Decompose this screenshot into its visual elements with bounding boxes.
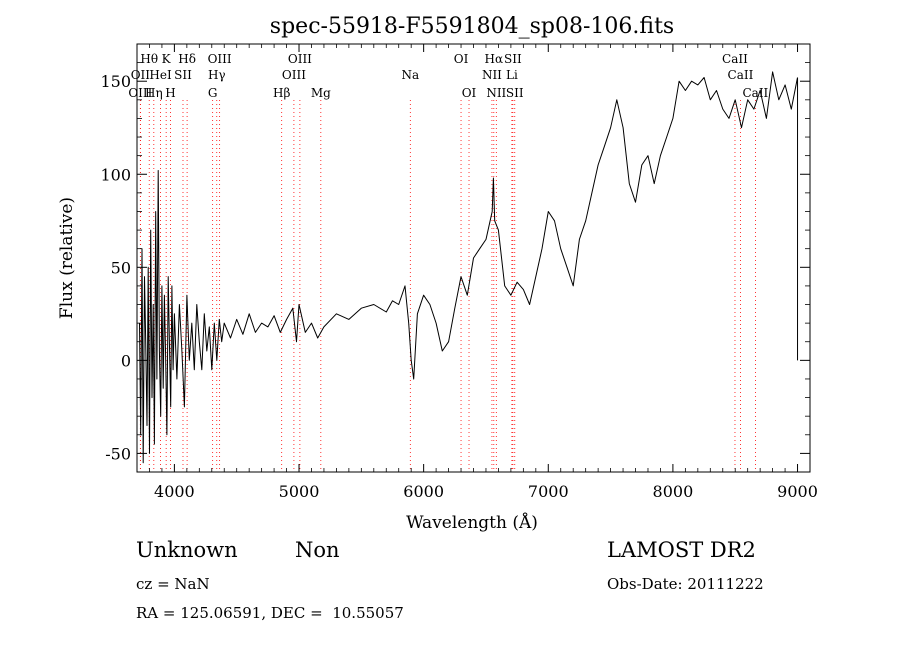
chart-title: spec-55918-F5591804_sp08-106.fits: [270, 14, 674, 39]
spectral-line-label-22: Li: [506, 68, 518, 82]
redshift-cz: cz = NaN: [136, 575, 210, 593]
y-axis-label: Flux (relative): [57, 197, 77, 319]
ra-dec-coordinates: RA = 125.06591, DEC = 10.55057: [136, 604, 404, 622]
spectral-line-label-2: OIII: [128, 86, 152, 100]
spectral-line-label-13: OIII: [282, 68, 306, 82]
x-axis-label: Wavelength (Å): [406, 512, 538, 533]
object-subclass: Non: [295, 538, 340, 562]
spectral-line-label-19: Hα: [485, 52, 504, 66]
spectral-line-label-18: OI: [462, 86, 477, 100]
observation-date: Obs-Date: 20111222: [607, 575, 764, 593]
spectral-line-label-25: CaII: [722, 52, 748, 66]
spectral-line-label-15: Mg: [311, 86, 331, 100]
x-tick-label-2: 6000: [403, 482, 444, 501]
spectral-line-markers: Hθ OII OIII K HeI Hη H SII Hδ OIII Hγ G OIII OIII Hβ Mg…: [128, 52, 769, 472]
spectral-line-label-27: CaII: [742, 86, 768, 100]
x-tick-label-5: 9000: [777, 482, 818, 501]
y-tick-label-0: -50: [105, 444, 131, 463]
spectrum-series: [139, 71, 799, 464]
spectral-line-label-3: K: [162, 52, 172, 66]
y-tick-label-3: 100: [100, 165, 131, 184]
spectral-line-label-1: OII: [131, 68, 151, 82]
spectral-line-label-26: CaII: [728, 68, 754, 82]
axes: 4000 5000 6000 7000 8000 9000 -50 0 50 100 150: [100, 43, 818, 501]
y-tick-label-4: 150: [100, 72, 131, 91]
y-tick-label-2: 50: [111, 258, 131, 277]
spectrum-chart: spec-55918-F5591804_sp08-106.fits Hθ OII O…: [57, 14, 818, 533]
spectral-line-label-14: Hβ: [273, 86, 290, 100]
spectral-line-label-10: Hγ: [208, 68, 226, 82]
spectrum-line-0: [139, 71, 798, 464]
spectral-line-label-5: Hη: [145, 86, 163, 100]
x-tick-label-4: 8000: [653, 482, 694, 501]
y-tick-label-1: 0: [121, 351, 131, 370]
x-tick-label-3: 7000: [528, 482, 569, 501]
spectral-line-label-23: NII: [486, 86, 506, 100]
object-class: Unknown: [136, 538, 238, 562]
spectral-line-label-11: G: [208, 86, 218, 100]
spectral-line-label-16: Na: [401, 68, 419, 82]
survey-name: LAMOST DR2: [607, 538, 756, 562]
spectral-line-label-24: SII: [506, 86, 524, 100]
spectral-line-label-8: Hδ: [178, 52, 196, 66]
spectral-line-label-9: OIII: [208, 52, 232, 66]
spectral-line-label-6: H: [165, 86, 175, 100]
spectral-line-label-17: OI: [454, 52, 469, 66]
spectral-line-label-12: OIII: [288, 52, 312, 66]
spectral-line-label-4: HeI: [149, 68, 172, 82]
spectral-line-label-0: Hθ: [140, 52, 158, 66]
spectral-line-label-21: NII: [482, 68, 502, 82]
x-tick-label-0: 4000: [154, 482, 195, 501]
spectral-line-label-7: SII: [174, 68, 192, 82]
spectral-line-label-20: SII: [504, 52, 522, 66]
x-tick-label-1: 5000: [279, 482, 320, 501]
